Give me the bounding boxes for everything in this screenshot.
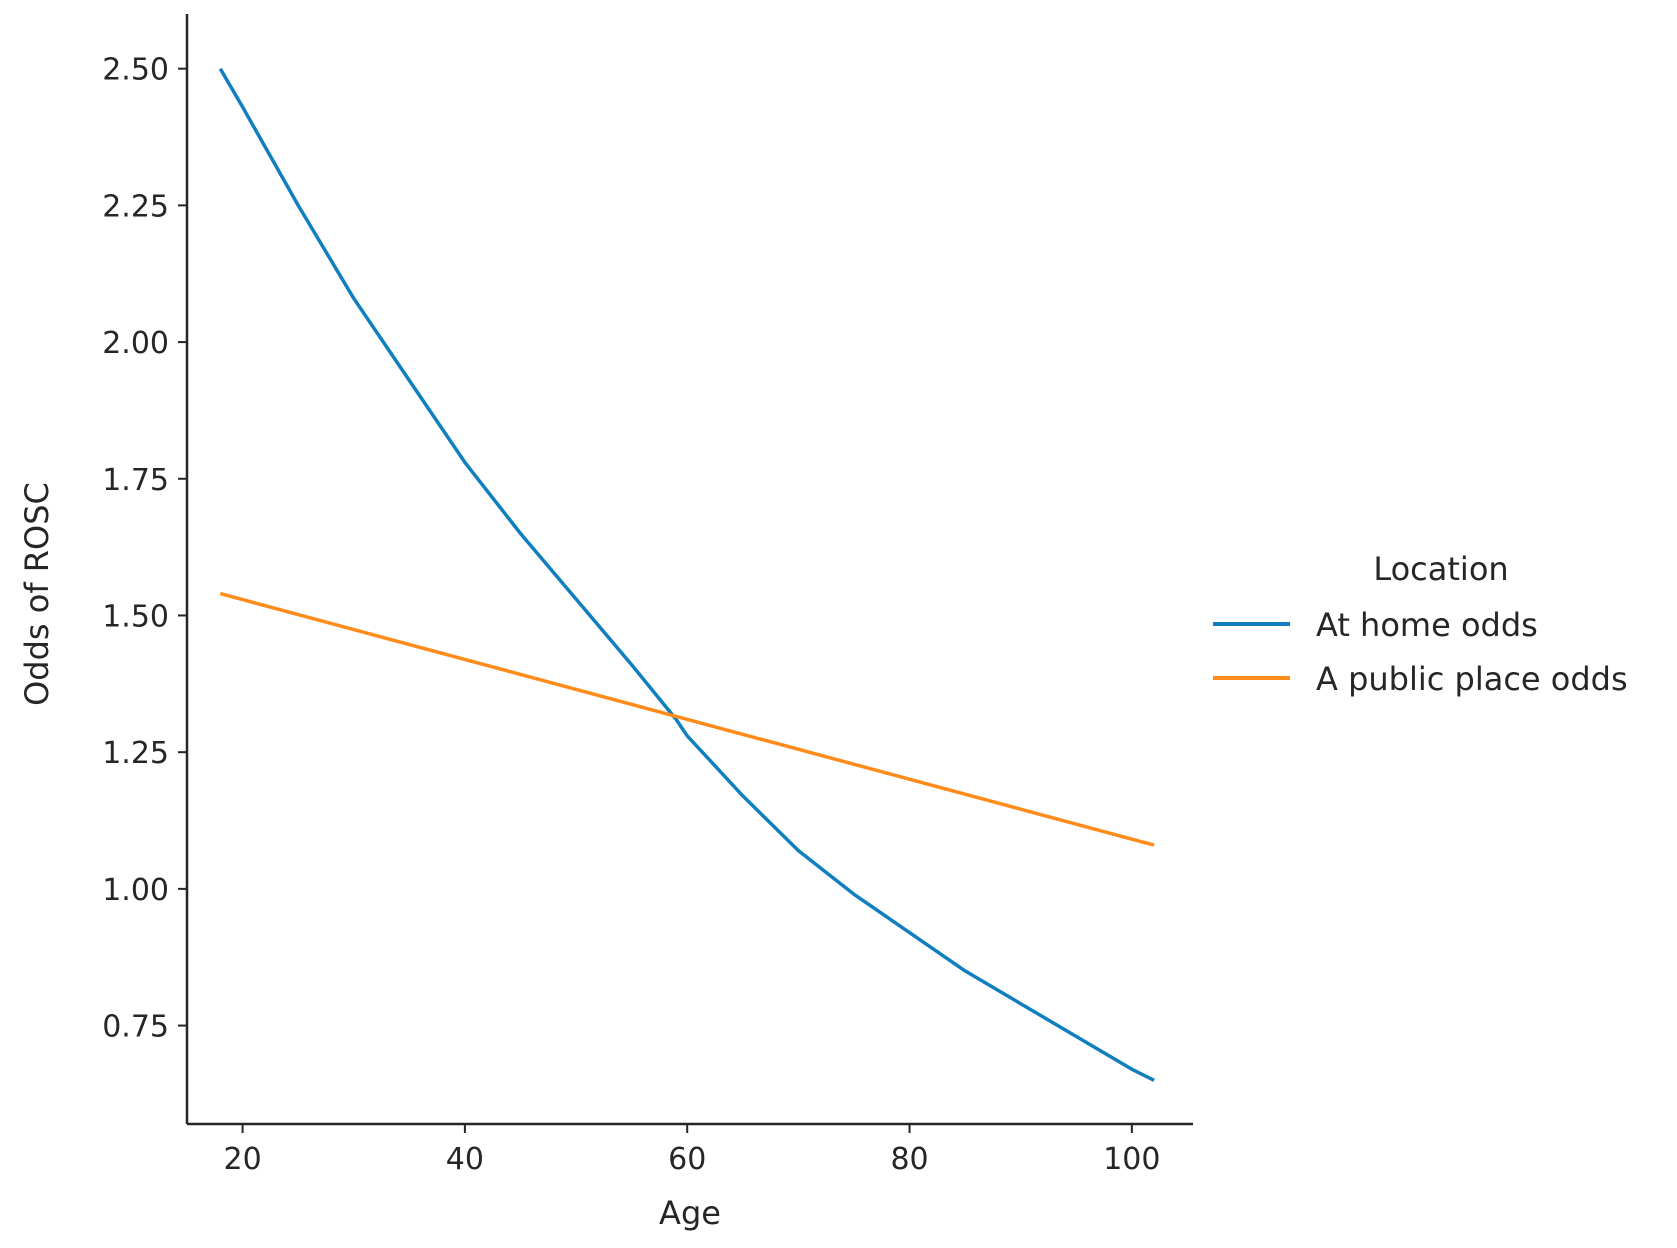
- x-tick-label: 20: [223, 1142, 261, 1177]
- legend-label-a-public-place-odds: A public place odds: [1316, 660, 1628, 698]
- y-tick-label: 2.00: [102, 326, 169, 361]
- legend-title: Location: [1373, 550, 1508, 588]
- y-tick-label: 1.75: [102, 463, 169, 498]
- x-tick-label: 60: [668, 1142, 706, 1177]
- series-line-a-public-place-odds: [219, 591, 1155, 847]
- y-tick-label: 1.00: [102, 873, 169, 908]
- legend: Location At home odds A public place odds: [1213, 550, 1628, 698]
- x-tick-label: 80: [890, 1142, 928, 1177]
- series-lines: [218, 67, 1155, 1082]
- x-tick-label: 100: [1103, 1142, 1160, 1177]
- x-tick-label: 40: [446, 1142, 484, 1177]
- x-axis-title: Age: [659, 1194, 721, 1232]
- legend-label-at-home-odds: At home odds: [1316, 606, 1538, 644]
- y-tick-label: 1.25: [102, 736, 169, 771]
- y-tick-label: 1.50: [102, 599, 169, 634]
- y-tick-label: 0.75: [102, 1010, 169, 1045]
- y-tick-label: 2.25: [102, 189, 169, 224]
- y-axis-title: Odds of ROSC: [18, 482, 56, 706]
- y-tick-label: 2.50: [102, 53, 169, 88]
- series-line-at-home-odds: [218, 67, 1155, 1082]
- axes: 0.75 1.00 1.25 1.50 1.75 2.00 2.25 2.50 20 40 60 80…: [102, 14, 1193, 1177]
